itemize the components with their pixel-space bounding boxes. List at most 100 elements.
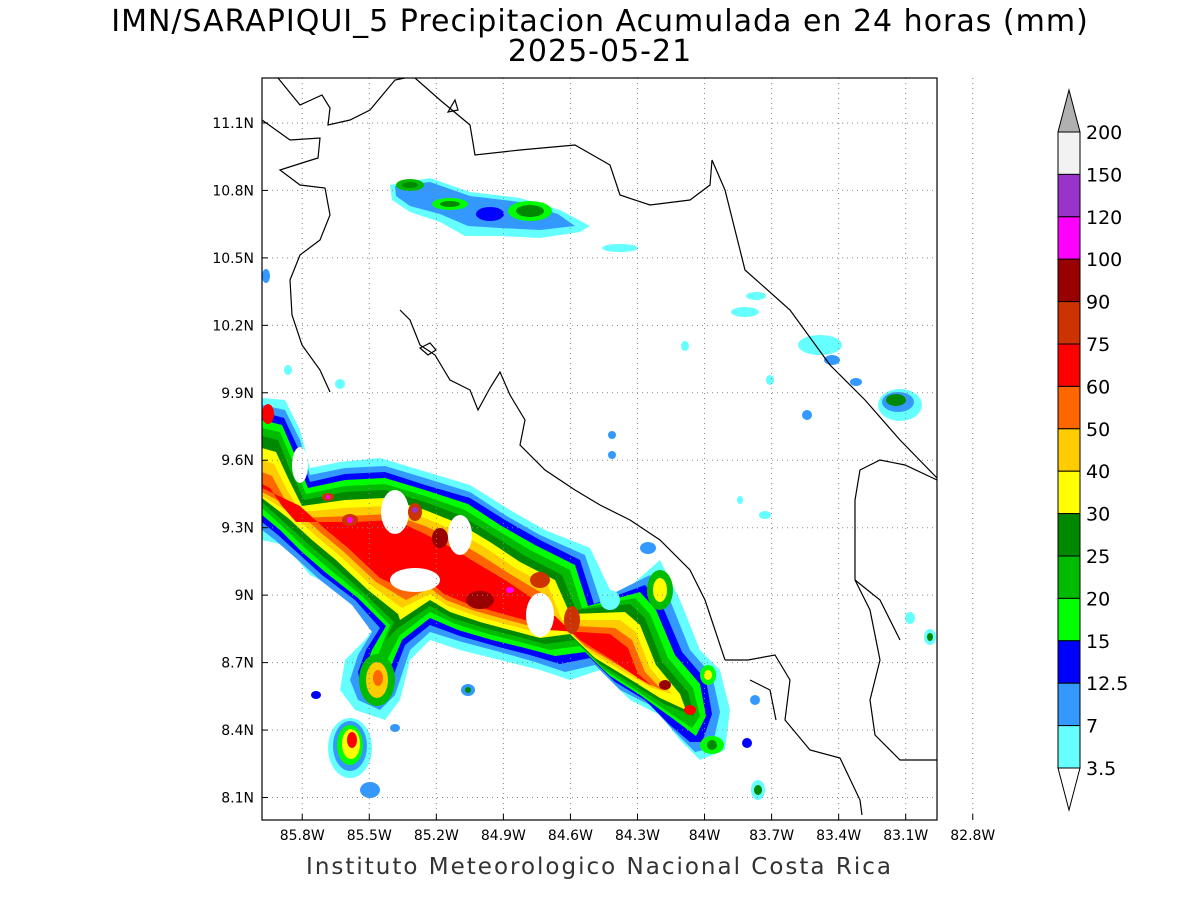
lat-tick-label: 9N: [235, 588, 254, 604]
colorbar-swatch: [1057, 216, 1081, 260]
cell: [640, 542, 656, 554]
core: [564, 606, 580, 634]
cell: [347, 732, 357, 748]
cell: [802, 410, 812, 420]
lon-tick-label: 85.2W: [414, 828, 459, 844]
colorbar-label: 15: [1086, 631, 1110, 653]
colorbar-swatch: [1057, 385, 1081, 430]
gap: [292, 447, 308, 483]
colorbar-label: 60: [1086, 376, 1110, 398]
pacific-coast-north: [262, 119, 331, 393]
map-frame: [261, 77, 938, 821]
cell: [886, 394, 906, 406]
core: [347, 517, 353, 523]
north-cell: [476, 207, 504, 221]
lat-tick-label: 10.2N: [212, 318, 254, 334]
cell: [927, 633, 933, 641]
latitude-labels: 11.1N 10.8N 10.5N 10.2N 9.9N 9.6N 9.3N 9N 8.7N 8.…: [212, 116, 268, 807]
osa-peninsula: [725, 654, 863, 816]
colorbar: 200 150 120 100 90 75 60 50 40 30 25 20 15 12.5 7 3.5: [1057, 88, 1128, 812]
core: [684, 705, 696, 715]
lon-tick-label: 83.1W: [883, 828, 928, 844]
cell: [608, 431, 616, 439]
north-cell: [516, 205, 544, 217]
footer-credit: Instituto Meteorologico Nacional Costa R…: [306, 854, 893, 880]
colorbar-label: 75: [1086, 334, 1110, 356]
core: [326, 495, 330, 499]
cell: [704, 670, 712, 680]
north-cell: [602, 244, 638, 252]
colorbar-swatch: [1057, 597, 1081, 642]
colorbar-swatch: [1057, 258, 1081, 303]
lon-tick-label: 84.6W: [548, 828, 593, 844]
island: [418, 342, 437, 356]
cell: [737, 496, 743, 504]
cell: [759, 511, 771, 519]
colorbar-label: 120: [1086, 207, 1122, 229]
north-cell: [402, 182, 418, 188]
colorbar-label: 100: [1086, 249, 1122, 271]
core: [506, 587, 514, 593]
colorbar-swatch: [1057, 343, 1081, 387]
lat-tick-label: 8.7N: [221, 656, 254, 672]
lat-tick-label: 8.1N: [221, 791, 254, 807]
cell: [465, 687, 471, 693]
core: [432, 528, 448, 548]
colorbar-label: 200: [1086, 122, 1122, 144]
colorbar-label: 40: [1086, 461, 1110, 483]
cell: [750, 695, 760, 705]
cell: [360, 782, 380, 798]
cell: [731, 307, 759, 317]
gap: [526, 593, 554, 637]
coastlines: [262, 78, 937, 816]
cell: [798, 335, 842, 355]
gap: [381, 490, 409, 534]
lat-tick-label: 10.5N: [212, 251, 254, 267]
lon-tick-label: 84.9W: [481, 828, 526, 844]
cell: [311, 691, 321, 699]
burica: [854, 579, 901, 641]
nicaragua-coast: [414, 78, 937, 479]
island: [446, 98, 459, 113]
nicoya-gulf-west: [399, 309, 726, 661]
gap: [390, 568, 440, 592]
colorbar-label: 7: [1086, 716, 1098, 738]
lon-tick-label: 84.3W: [615, 828, 660, 844]
colorbar-label: 50: [1086, 419, 1110, 441]
colorbar-label: 20: [1086, 588, 1110, 610]
golfo-dulce: [749, 679, 777, 721]
gap: [600, 590, 620, 610]
colorbar-swatch: [1057, 131, 1081, 175]
cell: [681, 341, 689, 351]
lon-tick-label: 83.7W: [749, 828, 794, 844]
cell: [766, 375, 774, 385]
lon-tick-label: 85.5W: [347, 828, 392, 844]
colorbar-label: 25: [1086, 546, 1110, 568]
cell: [850, 378, 862, 386]
lon-tick-label: 84W: [689, 828, 721, 844]
core: [466, 591, 494, 609]
map-title: IMN/SARAPIQUI_5 Precipitacion Acumulada …: [111, 4, 1089, 39]
colorbar-swatch: [1057, 682, 1081, 727]
cell: [284, 365, 292, 375]
colorbar-swatch: [1057, 470, 1081, 515]
gap: [448, 515, 472, 555]
lat-tick-label: 11.1N: [212, 116, 254, 132]
colorbar-over-arrow: [1057, 88, 1081, 133]
colorbar-swatch: [1057, 428, 1081, 472]
colorbar-label: 30: [1086, 504, 1110, 526]
cell: [742, 738, 752, 748]
colorbar-label: 3.5: [1086, 758, 1116, 780]
colorbar-swatch: [1057, 301, 1081, 345]
cell: [335, 379, 345, 389]
nicaragua-lake-shore: [277, 78, 406, 126]
colorbar-label: 90: [1086, 292, 1110, 314]
lon-tick-label: 82.8W: [950, 828, 995, 844]
lat-tick-label: 10.8N: [212, 183, 254, 199]
lat-tick-label: 8.4N: [221, 723, 254, 739]
colorbar-under-arrow: [1057, 767, 1081, 812]
colorbar-swatch: [1057, 173, 1081, 218]
cell: [608, 451, 616, 459]
lat-tick-label: 9.3N: [221, 521, 254, 537]
